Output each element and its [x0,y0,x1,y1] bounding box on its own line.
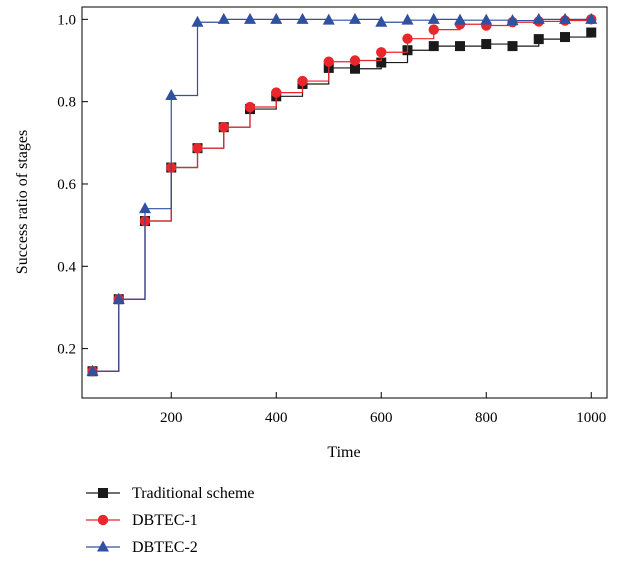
series-layer [86,12,598,377]
data-point [296,12,309,24]
data-point [585,12,598,24]
data-point [139,202,151,214]
y-tick-label: 1.0 [57,12,76,28]
data-point [297,75,308,87]
legend: Traditional scheme DBTEC-1 DBTEC-2 [86,485,255,556]
data-point [375,15,388,27]
legend-marker [98,488,108,498]
y-tick-label: 0.6 [57,177,76,193]
data-point [349,12,361,24]
ticks-layer: 200 400 600 800 1000 0.2 0.4 0.6 0.8 1.0 [57,12,606,426]
data-point [271,87,282,98]
series-line [92,18,592,372]
data-point [428,41,439,52]
y-tick-label: 0.2 [57,342,76,358]
data-point [586,27,597,38]
legend-label: Traditional scheme [132,485,255,502]
data-point [191,15,204,27]
data-point [112,292,125,304]
plot-frame [81,6,608,399]
data-point [533,34,544,45]
data-point [323,56,334,67]
data-point [270,12,283,24]
legend-item: DBTEC-1 [86,512,198,529]
data-point [481,39,492,50]
data-point [401,13,414,25]
data-point [506,14,519,26]
data-point [349,55,361,66]
y-tick-label: 0.8 [57,95,76,111]
data-point [244,101,256,113]
series-3 [86,12,598,376]
legend-item: DBTEC-2 [86,539,198,556]
data-point [218,121,229,133]
x-tick-label: 1000 [576,410,606,426]
data-point [560,32,570,43]
x-tick-label: 600 [370,410,393,426]
data-point [322,13,335,25]
data-point [402,33,413,44]
legend-marker [97,540,109,552]
data-point [480,13,493,25]
x-axis-title: Time [327,444,360,461]
series-line [92,32,592,372]
data-point [376,57,387,68]
data-point [244,12,256,24]
x-tick-label: 400 [265,410,288,426]
data-point [376,47,387,58]
data-point [217,12,230,24]
data-point [428,24,439,35]
legend-marker [97,514,109,526]
x-tick-label: 800 [475,410,498,426]
legend-label: DBTEC-2 [132,539,198,556]
data-point [559,12,571,24]
y-tick-label: 0.4 [57,259,76,275]
data-point [455,41,465,52]
data-point [192,142,203,154]
series-line [92,19,592,372]
data-point [165,88,178,100]
data-point [350,63,360,74]
data-point [507,41,518,52]
data-point [532,12,545,24]
data-point [427,12,440,24]
series-1 [87,27,597,377]
data-point [454,13,466,25]
y-axis-title: Success ratio of stages [14,130,31,274]
data-point [86,364,99,376]
x-tick-label: 200 [160,410,183,426]
legend-item: Traditional scheme [86,485,255,502]
legend-label: DBTEC-1 [132,512,198,529]
